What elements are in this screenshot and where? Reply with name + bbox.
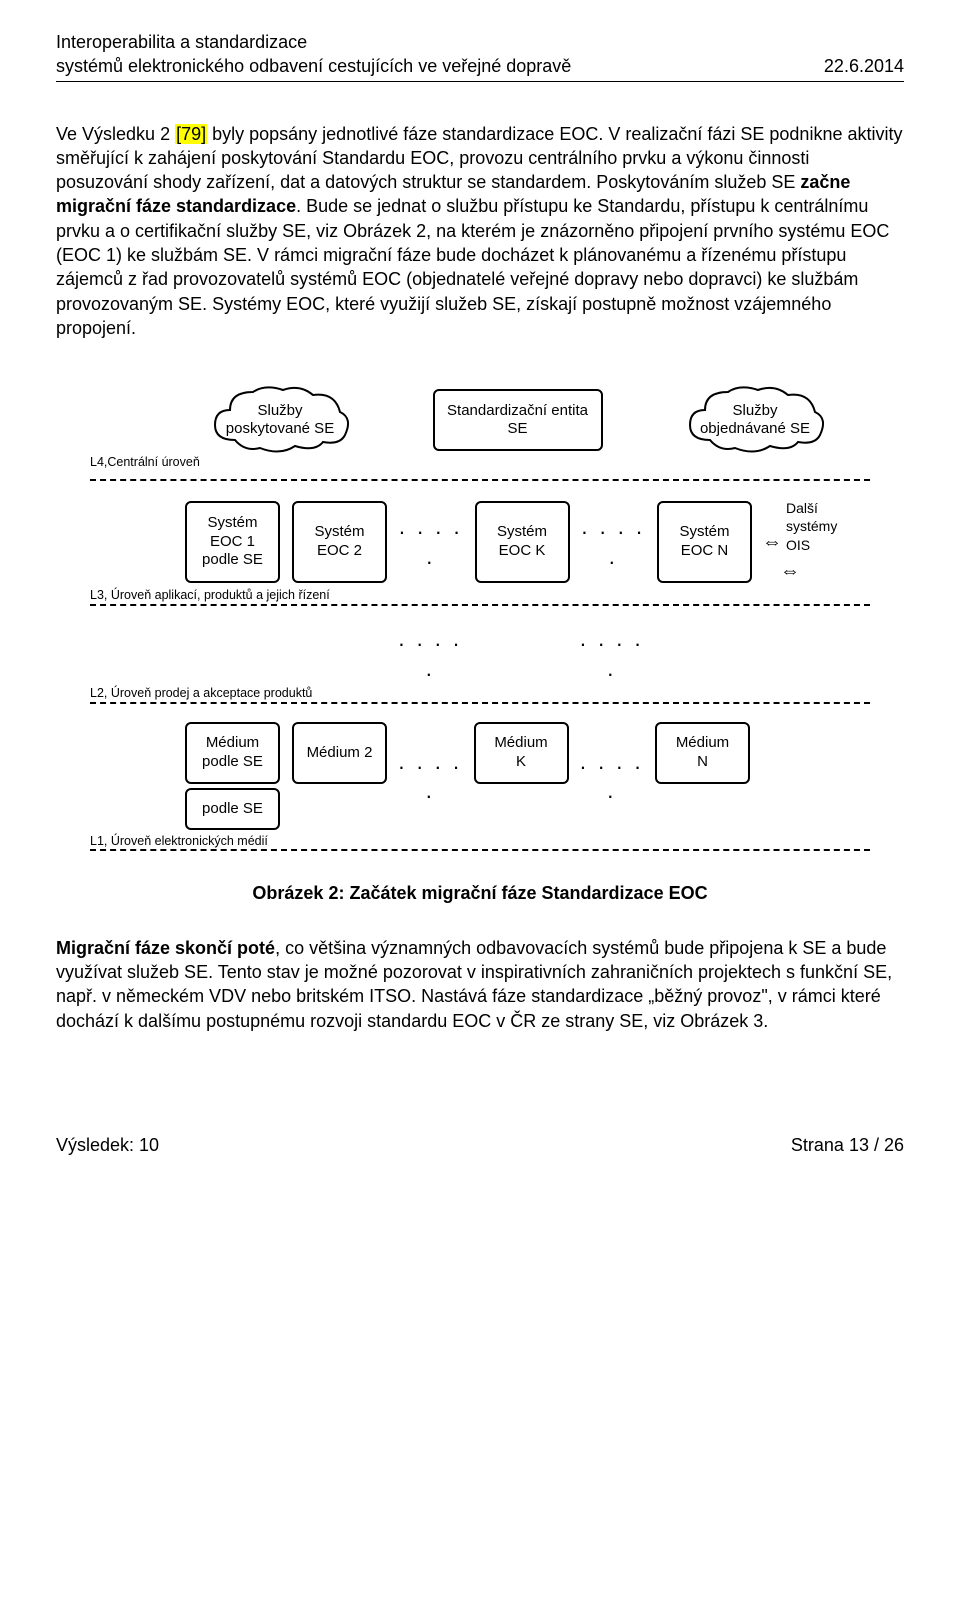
medium-n: Médium N [655,722,750,784]
diagram-top-row: Služby poskytované SE Standardizační ent… [90,380,870,460]
figure-2-diagram: Služby poskytované SE Standardizační ent… [56,380,904,851]
l3-label: L3, Úroveň aplikací, produktů a jejich ř… [90,587,330,604]
l1-row: Médium podle SE podle SE Médium 2 . . . … [90,722,870,830]
medium-se-1: Médium podle SE [185,722,280,784]
other-l3: OIS [786,537,810,553]
dots-icon: . . . . . [387,512,475,571]
header-line-1: Interoperabilita a standardizace [56,30,804,54]
cloud-left-label: Služby poskytované SE [205,402,355,438]
p1-end: . Bude se jednat o službu přístupu ke St… [56,196,889,337]
box-se-entity: Standardizační entita SE [433,389,603,451]
sys-eoc1: Systém EOC 1 podle SE [185,501,280,583]
other-systems-label: Další systémy OIS ⇔ [780,499,870,585]
l2-label: L2, Úroveň prodej a akceptace produktů [90,685,312,702]
header-line-2: systémů elektronického odbavení cestujíc… [56,54,804,78]
footer-result: Výsledek: 10 [56,1133,159,1157]
dashed-separator [90,702,870,704]
cloud-services-ordered: Služby objednávané SE [680,380,830,460]
paragraph-2: Migrační fáze skončí poté, co většina vý… [56,936,904,1033]
double-arrow-icon: ⇔ [780,558,798,585]
dashed-separator [90,849,870,851]
page-footer: Výsledek: 10 Strana 13 / 26 [56,1133,904,1157]
dots-icon: . . . . . [570,512,658,571]
l4-label: L4,Centrální úroveň [90,454,200,471]
figure-2-caption: Obrázek 2: Začátek migrační fáze Standar… [56,881,904,905]
double-arrow-icon: ⇔ [762,529,780,556]
dots-icon: . . . . . [387,624,474,683]
diagram-container: Služby poskytované SE Standardizační ent… [90,380,870,851]
medium-se-stack: Médium podle SE podle SE [185,722,280,830]
cloud-right-label: Služby objednávané SE [680,402,830,438]
dots-icon: . . . . . [387,747,474,806]
l1-label: L1, Úroveň elektronických médií [90,833,268,850]
page-header: Interoperabilita a standardizace systémů… [56,30,904,82]
medium-se-2: podle SE [185,788,280,831]
other-l2: systémy [786,518,837,534]
header-date: 22.6.2014 [804,54,904,78]
dots-icon: . . . . . [569,624,656,683]
dashed-separator [90,604,870,606]
p1-pre: Ve Výsledku 2 [56,124,175,144]
other-l1: Další [786,500,818,516]
p2-bold: Migrační fáze skončí poté [56,938,275,958]
medium-k: Médium K [474,722,569,784]
cloud-services-provided: Služby poskytované SE [205,380,355,460]
dots-icon: . . . . . [569,747,656,806]
footer-page: Strana 13 / 26 [791,1133,904,1157]
paragraph-1: Ve Výsledku 2 [79] byly popsány jednotli… [56,122,904,341]
l3-row: Systém EOC 1 podle SE Systém EOC 2 . . .… [90,499,870,585]
sys-eoc2: Systém EOC 2 [292,501,387,583]
sys-eocn: Systém EOC N [657,501,752,583]
header-title: Interoperabilita a standardizace systémů… [56,30,804,79]
sys-eock: Systém EOC K [475,501,570,583]
l2-row: . . . . . . . . . . [90,624,870,683]
reference-79: [79] [175,124,207,144]
medium-2: Médium 2 [292,722,387,784]
dashed-separator [90,479,870,481]
